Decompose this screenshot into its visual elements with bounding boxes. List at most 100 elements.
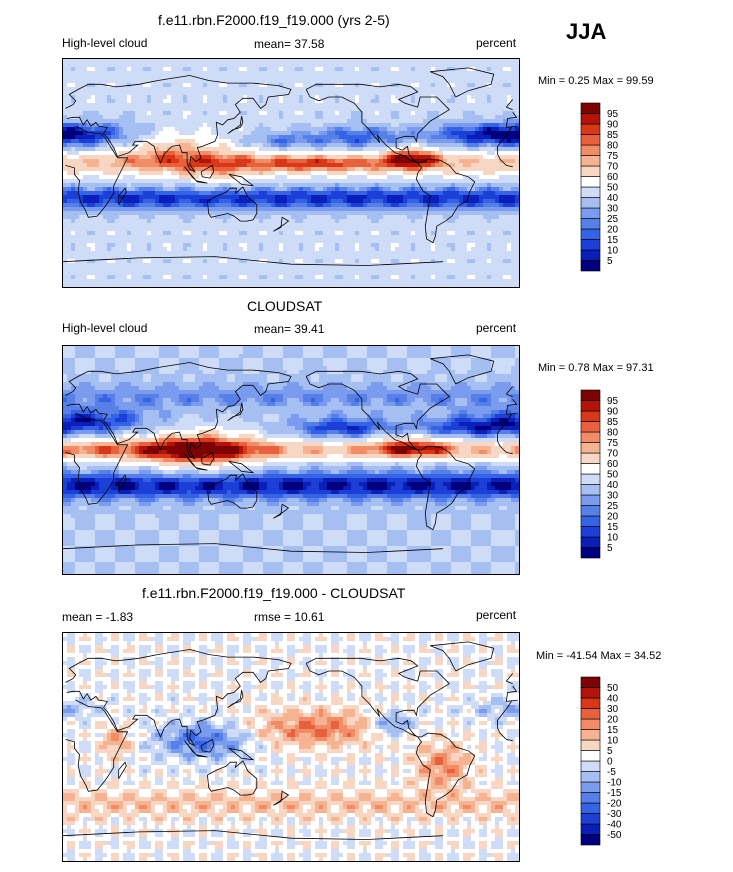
heatmap-cell bbox=[355, 167, 360, 172]
heatmap-cell bbox=[295, 143, 300, 148]
heatmap-cell bbox=[231, 91, 236, 96]
heatmap-cell bbox=[315, 63, 320, 68]
heatmap-cell bbox=[139, 147, 144, 152]
heatmap-cell bbox=[295, 171, 300, 176]
heatmap-cell bbox=[303, 139, 308, 144]
heatmap-cell bbox=[175, 123, 180, 128]
heatmap-cell bbox=[67, 107, 72, 112]
heatmap-cell bbox=[283, 103, 288, 108]
heatmap-cell bbox=[339, 63, 344, 68]
heatmap-cell bbox=[107, 111, 112, 116]
heatmap-cell bbox=[395, 75, 400, 80]
heatmap-cell bbox=[367, 175, 372, 180]
heatmap-cell bbox=[307, 75, 312, 80]
heatmap-cell bbox=[311, 79, 316, 84]
heatmap-cell bbox=[383, 215, 388, 220]
heatmap-cell bbox=[67, 163, 72, 168]
heatmap-cell bbox=[163, 163, 168, 168]
heatmap-cell bbox=[391, 151, 396, 156]
heatmap-cell bbox=[435, 219, 440, 224]
heatmap-cell bbox=[399, 183, 404, 188]
heatmap-cell bbox=[107, 187, 112, 192]
heatmap-cell bbox=[395, 163, 400, 168]
heatmap-cell bbox=[131, 167, 136, 172]
heatmap-cell bbox=[215, 159, 220, 164]
heatmap-cell bbox=[307, 91, 312, 96]
heatmap-cell bbox=[79, 59, 84, 64]
heatmap-cell bbox=[151, 143, 156, 148]
heatmap-cell bbox=[179, 99, 184, 104]
heatmap-cell bbox=[451, 115, 456, 120]
heatmap-cell bbox=[175, 231, 180, 236]
heatmap-cell bbox=[323, 223, 328, 228]
heatmap-cell bbox=[399, 179, 404, 184]
heatmap-cell bbox=[311, 135, 316, 140]
heatmap-cell bbox=[311, 187, 316, 192]
heatmap-cell bbox=[79, 187, 84, 192]
heatmap-cell bbox=[391, 99, 396, 104]
heatmap-cell bbox=[363, 107, 368, 112]
heatmap-cell bbox=[439, 199, 444, 204]
heatmap-cell bbox=[255, 219, 260, 224]
heatmap-cell bbox=[219, 123, 224, 128]
heatmap-cell bbox=[235, 223, 240, 228]
heatmap-cell bbox=[459, 195, 464, 200]
heatmap-cell bbox=[459, 223, 464, 228]
heatmap-cell bbox=[119, 203, 124, 208]
heatmap-cell bbox=[275, 59, 280, 64]
heatmap-cell bbox=[107, 159, 112, 164]
heatmap-cell bbox=[307, 135, 312, 140]
heatmap-cell bbox=[359, 223, 364, 228]
heatmap-cell bbox=[455, 207, 460, 212]
heatmap-cell bbox=[87, 151, 92, 156]
heatmap-cell bbox=[411, 135, 416, 140]
heatmap-cell bbox=[503, 191, 508, 196]
heatmap-cell bbox=[363, 75, 368, 80]
heatmap-cell bbox=[255, 75, 260, 80]
heatmap-cell bbox=[135, 79, 140, 84]
heatmap-cell bbox=[131, 67, 136, 72]
heatmap-cell bbox=[179, 139, 184, 144]
heatmap-cell bbox=[467, 207, 472, 212]
heatmap-cell bbox=[411, 87, 416, 92]
heatmap-cell bbox=[203, 227, 208, 232]
heatmap-cell bbox=[403, 183, 408, 188]
heatmap-cell bbox=[183, 171, 188, 176]
heatmap-cell bbox=[251, 103, 256, 108]
heatmap-cell bbox=[435, 167, 440, 172]
heatmap-cell bbox=[275, 75, 280, 80]
heatmap-cell bbox=[283, 75, 288, 80]
heatmap-cell bbox=[403, 175, 408, 180]
heatmap-cell bbox=[467, 59, 472, 64]
heatmap-cell bbox=[483, 87, 488, 92]
heatmap-cell bbox=[131, 87, 136, 92]
heatmap-cell bbox=[239, 83, 244, 88]
heatmap-cell bbox=[463, 67, 468, 72]
heatmap-cell bbox=[443, 135, 448, 140]
heatmap-cell bbox=[219, 95, 224, 100]
heatmap-cell bbox=[459, 179, 464, 184]
heatmap-cell bbox=[99, 95, 104, 100]
heatmap-cell bbox=[67, 63, 72, 68]
heatmap-cell bbox=[323, 195, 328, 200]
heatmap-cell bbox=[423, 159, 428, 164]
heatmap-cell bbox=[227, 155, 232, 160]
heatmap-cell bbox=[507, 87, 512, 92]
heatmap-cell bbox=[79, 223, 84, 228]
heatmap-cell bbox=[315, 163, 320, 168]
heatmap-cell bbox=[495, 175, 500, 180]
heatmap-cell bbox=[387, 203, 392, 208]
heatmap-cell bbox=[91, 199, 96, 204]
heatmap-cell bbox=[231, 195, 236, 200]
heatmap-cell bbox=[227, 199, 232, 204]
heatmap-cell bbox=[447, 83, 452, 88]
heatmap-cell bbox=[107, 175, 112, 180]
heatmap-cell bbox=[219, 67, 224, 72]
heatmap-cell bbox=[267, 103, 272, 108]
heatmap-cell bbox=[407, 103, 412, 108]
heatmap-cell bbox=[199, 163, 204, 168]
heatmap-cell bbox=[147, 139, 152, 144]
heatmap-cell bbox=[339, 91, 344, 96]
heatmap-cell bbox=[183, 71, 188, 76]
heatmap-cell bbox=[379, 171, 384, 176]
